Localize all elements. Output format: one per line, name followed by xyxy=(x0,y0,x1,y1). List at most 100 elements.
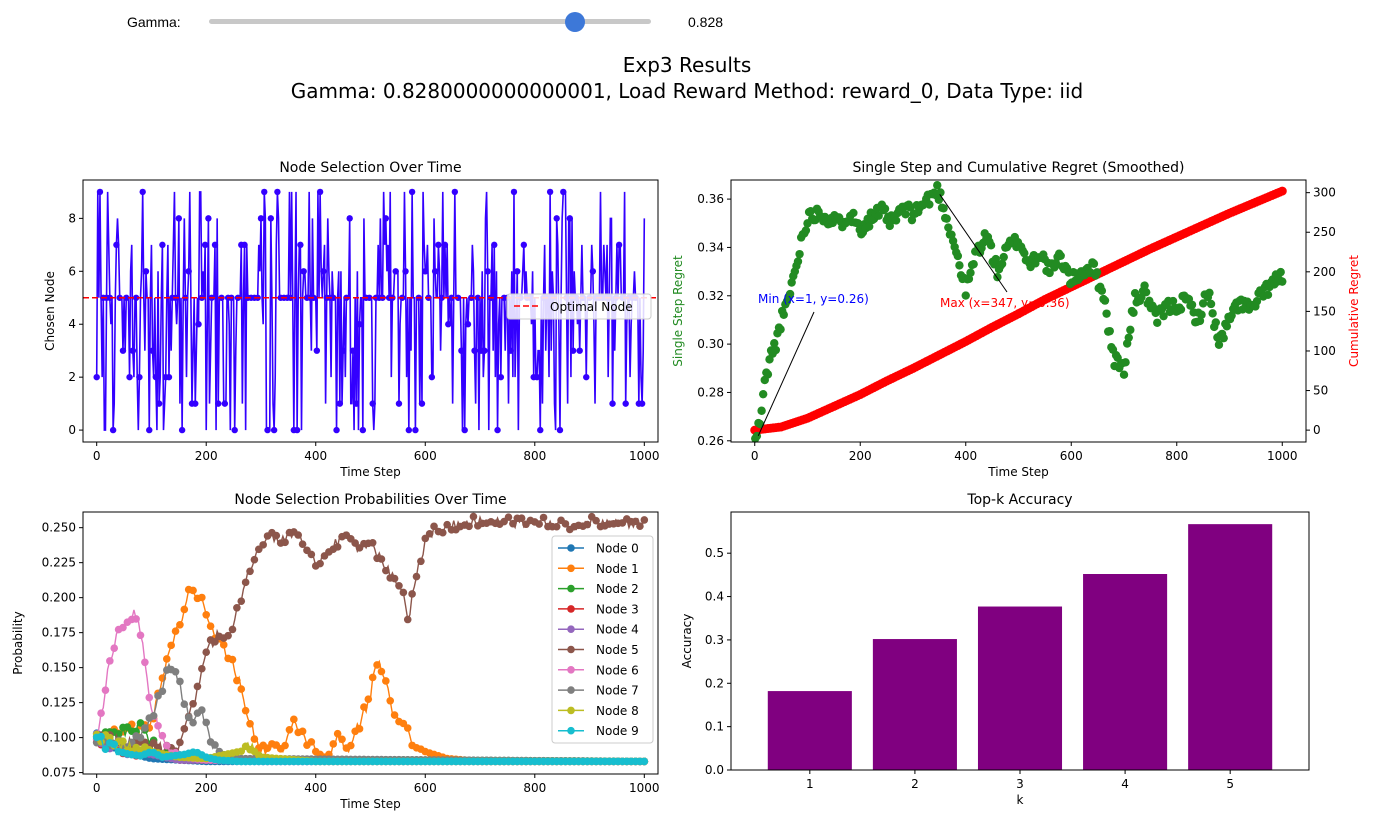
x-axis-label: Time Step xyxy=(987,465,1049,479)
chosen-node-point xyxy=(175,215,183,222)
right-y-axis-label: Cumulative Regret xyxy=(1347,255,1361,367)
chosen-node-point xyxy=(615,241,623,249)
single-step-regret-point xyxy=(906,203,915,212)
series-point xyxy=(246,567,254,576)
series-point xyxy=(237,597,246,605)
max-annotation-arrow xyxy=(939,194,1008,293)
series-point xyxy=(259,541,267,549)
chosen-node-point xyxy=(458,347,465,354)
single-step-regret-point xyxy=(1089,259,1099,268)
series-point xyxy=(233,604,241,612)
chosen-node-point xyxy=(448,294,455,301)
node-selection-x-tick-label: 0 xyxy=(93,449,101,463)
gamma-slider-track[interactable] xyxy=(209,19,651,24)
chosen-node-point xyxy=(494,426,501,434)
figure-title: Exp3 Results xyxy=(623,53,751,77)
chosen-node-point xyxy=(261,188,268,196)
series-point xyxy=(180,700,189,709)
probabilities-x-tick-label: 200 xyxy=(195,781,218,795)
x-axis-label: k xyxy=(1017,793,1024,807)
series-point xyxy=(368,538,377,547)
node-selection-x-tick-label: 1000 xyxy=(629,449,660,463)
figure-canvas: Exp3 Results Gamma: 0.8280000000000001, … xyxy=(11,53,1361,811)
min-annotation-arrow xyxy=(757,311,815,436)
gamma-slider-thumb[interactable] xyxy=(564,12,585,32)
series-point xyxy=(382,677,390,685)
series-point xyxy=(395,582,403,590)
chosen-node-point xyxy=(132,294,140,301)
chosen-node-point xyxy=(546,188,554,196)
x-axis-label: Time Step xyxy=(339,797,401,811)
chosen-node-point xyxy=(366,294,373,301)
single-step-regret-point xyxy=(1222,322,1232,331)
chosen-node-point xyxy=(178,426,186,434)
series-point xyxy=(246,719,254,728)
chosen-node-point xyxy=(201,241,209,249)
regret-left-y-tick-label: 0.30 xyxy=(697,337,724,351)
single-step-regret-point xyxy=(891,216,901,225)
node-selection-y-tick-label: 2 xyxy=(68,370,76,384)
single-step-regret-point xyxy=(757,406,766,415)
legend-label: Node 0 xyxy=(596,542,639,556)
legend-label: Node 7 xyxy=(596,684,639,698)
probabilities-x-tick-label: 800 xyxy=(523,781,546,795)
series-point xyxy=(355,725,364,733)
chosen-node-point xyxy=(560,188,567,196)
series-point xyxy=(193,682,202,691)
legend-swatch-marker xyxy=(567,686,575,694)
series-point xyxy=(228,625,237,634)
node-selection-y-tick-label: 0 xyxy=(68,423,76,437)
single-step-regret-point xyxy=(933,180,942,190)
series-point xyxy=(206,622,215,630)
single-step-regret-point xyxy=(936,188,945,197)
chosen-node-point xyxy=(471,347,478,354)
single-step-regret-point xyxy=(1119,370,1129,379)
chosen-node-point xyxy=(402,268,409,275)
series-point xyxy=(237,747,246,756)
series-point xyxy=(141,724,149,732)
series-point xyxy=(233,676,241,685)
single-step-regret-point xyxy=(1187,300,1197,309)
x-tick-label: 5 xyxy=(1226,777,1234,791)
chosen-node-point xyxy=(412,426,419,434)
chosen-node-point xyxy=(484,268,491,275)
regret-right-y-tick-label: 0 xyxy=(1313,423,1321,437)
series-point xyxy=(552,522,561,531)
max-annotation: Max (x=347, y=0.36) xyxy=(940,296,1070,310)
single-step-regret-point xyxy=(969,259,978,269)
series-point xyxy=(241,578,250,587)
chosen-node-point xyxy=(454,294,462,301)
chosen-node-point xyxy=(537,426,544,434)
chosen-node-point xyxy=(93,373,100,381)
series-point xyxy=(561,520,570,528)
single-step-regret-point xyxy=(934,195,944,204)
x-tick-label: 3 xyxy=(1016,777,1024,791)
topk-y-tick-label: 0.4 xyxy=(705,590,724,604)
accuracy-bar xyxy=(872,639,957,770)
series-point xyxy=(329,740,338,748)
series-point xyxy=(412,572,421,581)
series-point xyxy=(535,520,543,528)
single-step-regret-point xyxy=(986,241,996,250)
series-point xyxy=(110,644,119,653)
single-step-regret-point xyxy=(1197,310,1206,319)
chosen-node-point xyxy=(129,347,137,354)
series-point xyxy=(198,706,206,714)
y-axis-label: Probability xyxy=(11,611,25,674)
chosen-node-point xyxy=(106,294,114,301)
series-point xyxy=(368,673,377,682)
probabilities-y-tick-label: 0.075 xyxy=(42,766,76,780)
single-step-regret-point xyxy=(1153,318,1162,327)
series-point xyxy=(403,615,412,624)
single-step-regret-point xyxy=(758,389,768,399)
chosen-node-point xyxy=(514,268,521,275)
x-tick-label: 1 xyxy=(806,777,814,791)
node-selection-y-tick-label: 6 xyxy=(68,264,76,278)
chart-title: Node Selection Probabilities Over Time xyxy=(234,492,506,508)
left-y-axis-label: Single Step Regret xyxy=(671,255,685,367)
single-step-regret-point xyxy=(776,325,785,334)
chosen-node-point xyxy=(205,215,212,222)
single-step-regret-point xyxy=(806,207,815,216)
chosen-node-point xyxy=(481,347,488,354)
series-point xyxy=(101,686,110,694)
